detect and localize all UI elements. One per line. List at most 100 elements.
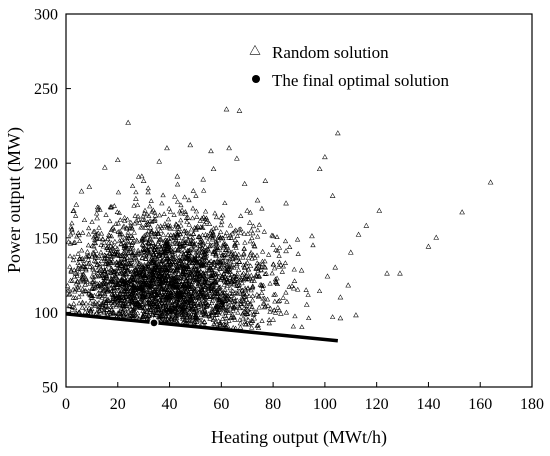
data-point: [260, 248, 266, 254]
data-point: [200, 176, 207, 182]
data-point: [363, 222, 370, 228]
data-point: [224, 268, 230, 274]
data-point: [134, 257, 140, 263]
data-point: [119, 308, 126, 314]
data-point: [176, 300, 182, 306]
data-point: [184, 219, 190, 224]
data-point: [92, 252, 98, 258]
data-point: [255, 294, 262, 299]
axes: 0 20 40 60 80 100 120 140 160 180 50 100 150 200 250 30…: [34, 7, 544, 414]
data-point: [108, 240, 115, 245]
data-point: [194, 224, 200, 230]
data-point: [171, 283, 177, 288]
data-point: [249, 235, 255, 241]
data-point: [125, 313, 131, 318]
data-point: [104, 274, 110, 280]
data-point: [140, 237, 146, 242]
data-point: [119, 270, 125, 276]
data-point: [250, 223, 257, 229]
data-point: [110, 278, 116, 284]
data-point: [167, 253, 173, 259]
legend-dot-icon: [252, 75, 260, 83]
data-point: [125, 250, 131, 256]
data-point: [141, 233, 147, 238]
data-point: [183, 277, 189, 283]
data-point: [149, 239, 156, 245]
data-point: [276, 307, 282, 313]
data-point: [85, 256, 91, 262]
data-point: [197, 239, 203, 245]
data-point: [131, 229, 137, 235]
data-point: [261, 304, 268, 310]
data-point: [169, 277, 175, 283]
data-point: [279, 269, 285, 274]
data-point: [170, 271, 177, 277]
data-point: [107, 218, 113, 224]
data-point: [316, 288, 323, 294]
data-point: [241, 230, 247, 236]
data-point: [112, 273, 118, 278]
data-point: [76, 300, 82, 306]
data-point: [146, 299, 152, 305]
data-point: [177, 293, 183, 299]
legend-label-optimal: The final optimal solution: [272, 71, 450, 90]
data-point: [188, 245, 194, 251]
data-point: [238, 230, 244, 235]
data-point: [199, 232, 206, 238]
data-point: [176, 235, 182, 241]
data-point: [168, 307, 174, 312]
data-point: [248, 301, 254, 307]
data-point: [229, 249, 235, 255]
data-point: [171, 212, 177, 217]
data-point: [376, 207, 383, 213]
data-point: [109, 260, 115, 266]
data-point: [162, 246, 169, 252]
data-point: [105, 269, 111, 275]
data-point: [149, 299, 155, 304]
data-point: [162, 287, 168, 292]
data-point: [256, 304, 262, 310]
data-point: [188, 226, 195, 232]
data-point: [183, 254, 190, 260]
data-point: [217, 320, 224, 325]
data-point: [92, 232, 98, 238]
data-point: [148, 198, 154, 203]
data-point: [185, 236, 191, 242]
data-point: [114, 281, 121, 286]
data-point: [235, 309, 241, 315]
data-point: [130, 268, 137, 273]
data-point: [262, 264, 268, 270]
data-point: [179, 207, 185, 213]
data-point: [91, 258, 98, 263]
data-point: [150, 307, 156, 312]
data-point: [120, 249, 127, 255]
data-point: [139, 291, 145, 296]
data-point: [191, 231, 197, 237]
data-point: [129, 313, 135, 319]
data-point: [170, 268, 176, 273]
data-point: [190, 205, 196, 211]
data-point: [71, 267, 77, 272]
data-point: [166, 307, 172, 313]
data-point: [214, 290, 220, 296]
data-point: [232, 289, 238, 295]
data-point: [223, 106, 230, 112]
data-point: [225, 250, 231, 256]
data-point: [120, 263, 126, 269]
data-point: [189, 215, 196, 221]
data-point: [105, 282, 111, 287]
data-point: [88, 306, 94, 312]
data-point: [177, 247, 184, 253]
data-point: [156, 253, 162, 258]
x-tick-label: 180: [520, 396, 544, 413]
data-point: [200, 292, 206, 298]
data-point: [203, 218, 209, 224]
data-point: [168, 289, 174, 295]
data-point: [305, 292, 311, 297]
data-point: [157, 255, 163, 261]
data-point: [86, 183, 93, 189]
data-point: [210, 231, 217, 237]
data-point: [75, 260, 81, 266]
data-point: [87, 264, 93, 269]
data-point: [203, 252, 210, 258]
